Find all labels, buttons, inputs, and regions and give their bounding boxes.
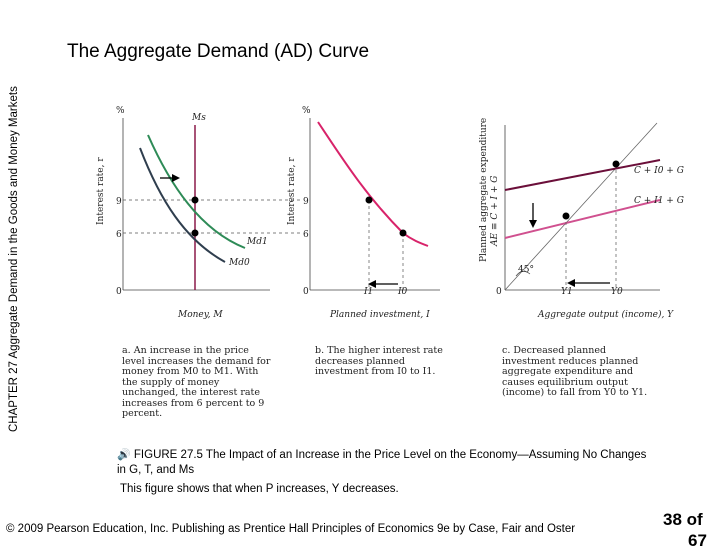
inv-point-9 bbox=[365, 196, 373, 204]
figure-caption: 🔊 FIGURE 27.5 The Impact of an Increase … bbox=[117, 448, 657, 478]
panel-output: Planned aggregate expenditure AE ≡ C + I… bbox=[479, 118, 684, 320]
out-ae-line-1 bbox=[504, 199, 661, 239]
money-eq-point-9 bbox=[191, 196, 199, 204]
inv-shift-arrowhead bbox=[368, 280, 376, 288]
figure-caption-text: FIGURE 27.5 The Impact of an Increase in… bbox=[117, 449, 647, 476]
money-unit: % bbox=[116, 106, 125, 116]
money-demand-m1 bbox=[147, 134, 246, 249]
caption-panel-a: a. An increase in the price level increa… bbox=[122, 345, 271, 419]
out-45-line bbox=[504, 122, 658, 291]
out-x-shift-arrowhead bbox=[567, 279, 575, 287]
money-tick-9: 9 bbox=[116, 197, 122, 207]
inv-tick-i0: I0 bbox=[397, 287, 408, 297]
caption-panel-b: b. The higher interest rate decreases pl… bbox=[315, 345, 443, 377]
inv-demand-curve bbox=[317, 121, 429, 247]
out-ae-label-1: C + I1 + G bbox=[634, 196, 684, 206]
out-eq-point-0 bbox=[612, 160, 620, 168]
money-tick-6: 6 bbox=[116, 230, 122, 240]
money-eq-point-6 bbox=[191, 229, 199, 237]
out-y-label-2: AE ≡ C + I + G bbox=[490, 176, 500, 248]
inv-point-6 bbox=[399, 229, 407, 237]
out-angle-label: 45° bbox=[518, 265, 534, 275]
money-tick-0: 0 bbox=[116, 287, 122, 297]
out-tick-0: 0 bbox=[496, 287, 502, 297]
figure-description: This figure shows that when P increases,… bbox=[120, 483, 399, 495]
money-demand-label-0: Md0 bbox=[228, 258, 250, 268]
inv-tick-i1: I1 bbox=[363, 287, 373, 297]
out-tick-y0: Y0 bbox=[611, 287, 623, 297]
footer-copyright: © 2009 Pearson Education, Inc. Publishin… bbox=[6, 523, 576, 535]
page-number: 38 of bbox=[663, 510, 703, 529]
money-demand-label-1: Md1 bbox=[246, 237, 268, 247]
speaker-icon[interactable]: 🔊 bbox=[117, 449, 131, 461]
panel-money: % Interest rate, r 9 6 0 Money, M Ms Md1… bbox=[96, 106, 303, 320]
inv-tick-9: 9 bbox=[303, 197, 309, 207]
caption-panel-c: c. Decreased planned investment reduces … bbox=[502, 345, 648, 398]
out-tick-y1: Y1 bbox=[561, 287, 573, 297]
inv-unit: % bbox=[302, 106, 311, 116]
out-ae-label-0: C + I0 + G bbox=[634, 166, 684, 176]
money-x-label: Money, M bbox=[177, 310, 223, 320]
inv-y-label: Interest rate, r bbox=[287, 157, 297, 225]
inv-tick-6: 6 bbox=[303, 230, 309, 240]
out-y-label-1: Planned aggregate expenditure bbox=[479, 118, 489, 262]
money-y-label: Interest rate, r bbox=[96, 157, 106, 225]
out-x-label: Aggregate output (income), Y bbox=[537, 309, 674, 320]
slide-title: The Aggregate Demand (AD) Curve bbox=[67, 41, 370, 62]
out-ae-line-0 bbox=[504, 159, 661, 191]
out-angle-arc bbox=[515, 271, 531, 277]
money-supply-label: Ms bbox=[191, 113, 206, 123]
out-shift-arrowhead bbox=[529, 220, 537, 228]
inv-tick-0: 0 bbox=[303, 287, 309, 297]
money-shift-arrowhead bbox=[172, 174, 180, 182]
panel-investment: % Interest rate, r 9 6 0 I1 I0 Planned i… bbox=[287, 106, 440, 320]
page-total: 67 bbox=[688, 531, 707, 550]
money-demand-m0 bbox=[139, 147, 226, 263]
out-eq-point-1 bbox=[562, 212, 570, 220]
inv-x-label: Planned investment, I bbox=[329, 310, 430, 320]
